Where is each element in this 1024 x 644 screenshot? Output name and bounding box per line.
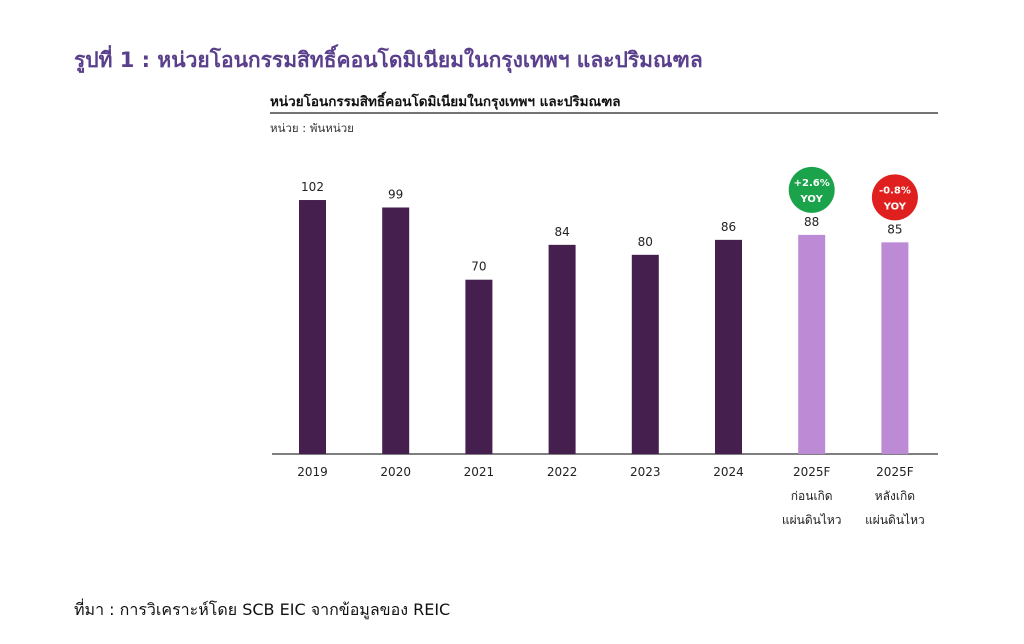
bar	[715, 239, 742, 454]
x-tick-label: 2025F	[876, 465, 914, 479]
data-label: 86	[721, 220, 736, 234]
x-tick-label: 2025F	[793, 465, 831, 479]
yoy-badge-pct: +2.6%	[794, 178, 830, 189]
x-tick-label: 2024	[713, 465, 744, 479]
figure-title: รูปที่ 1 : หน่วยโอนกรรมสิทธิ์คอนโดมิเนีย…	[74, 48, 703, 72]
yoy-badge-text: YOY	[800, 194, 824, 205]
bar	[798, 234, 826, 454]
data-label: 99	[388, 187, 403, 201]
x-tick-label: 2020	[380, 465, 411, 479]
bars-group: 102 2019 99 2020 70 2021 84 2022 80 2023 86 2024 88 2…	[297, 166, 925, 527]
x-tick-sublabel: หลังเกิด	[875, 489, 915, 503]
x-tick-label: 2019	[297, 465, 328, 479]
x-tick-label: 2021	[464, 465, 495, 479]
yoy-badge-up	[788, 166, 835, 213]
x-tick-sublabel: แผ่นดินไหว	[865, 513, 925, 527]
data-label: 70	[471, 260, 486, 274]
data-label: 80	[638, 235, 653, 249]
yoy-badge-pct: -0.8%	[879, 185, 911, 196]
data-label: 88	[804, 215, 819, 229]
bar	[548, 244, 576, 454]
data-label: 102	[301, 180, 324, 194]
bar	[881, 242, 909, 454]
x-tick-label: 2022	[547, 465, 578, 479]
chart-title: หน่วยโอนกรรมสิทธิ์คอนโดมิเนียมในกรุงเทพฯ…	[270, 91, 621, 110]
bar	[382, 207, 410, 454]
data-label: 84	[554, 225, 569, 239]
source-note: ที่มา : การวิเคราะห์โดย SCB EIC จากข้อมู…	[74, 600, 451, 619]
bar	[631, 254, 659, 454]
x-tick-sublabel: ก่อนเกิด	[791, 489, 833, 503]
unit-label: หน่วย : พันหน่วย	[270, 121, 354, 135]
bar	[299, 200, 326, 454]
bar	[465, 279, 493, 454]
yoy-badge-text: YOY	[883, 201, 907, 212]
x-tick-label: 2023	[630, 465, 661, 479]
x-tick-sublabel: แผ่นดินไหว	[782, 513, 842, 527]
data-label: 85	[887, 222, 902, 236]
yoy-badge-down	[871, 174, 918, 221]
